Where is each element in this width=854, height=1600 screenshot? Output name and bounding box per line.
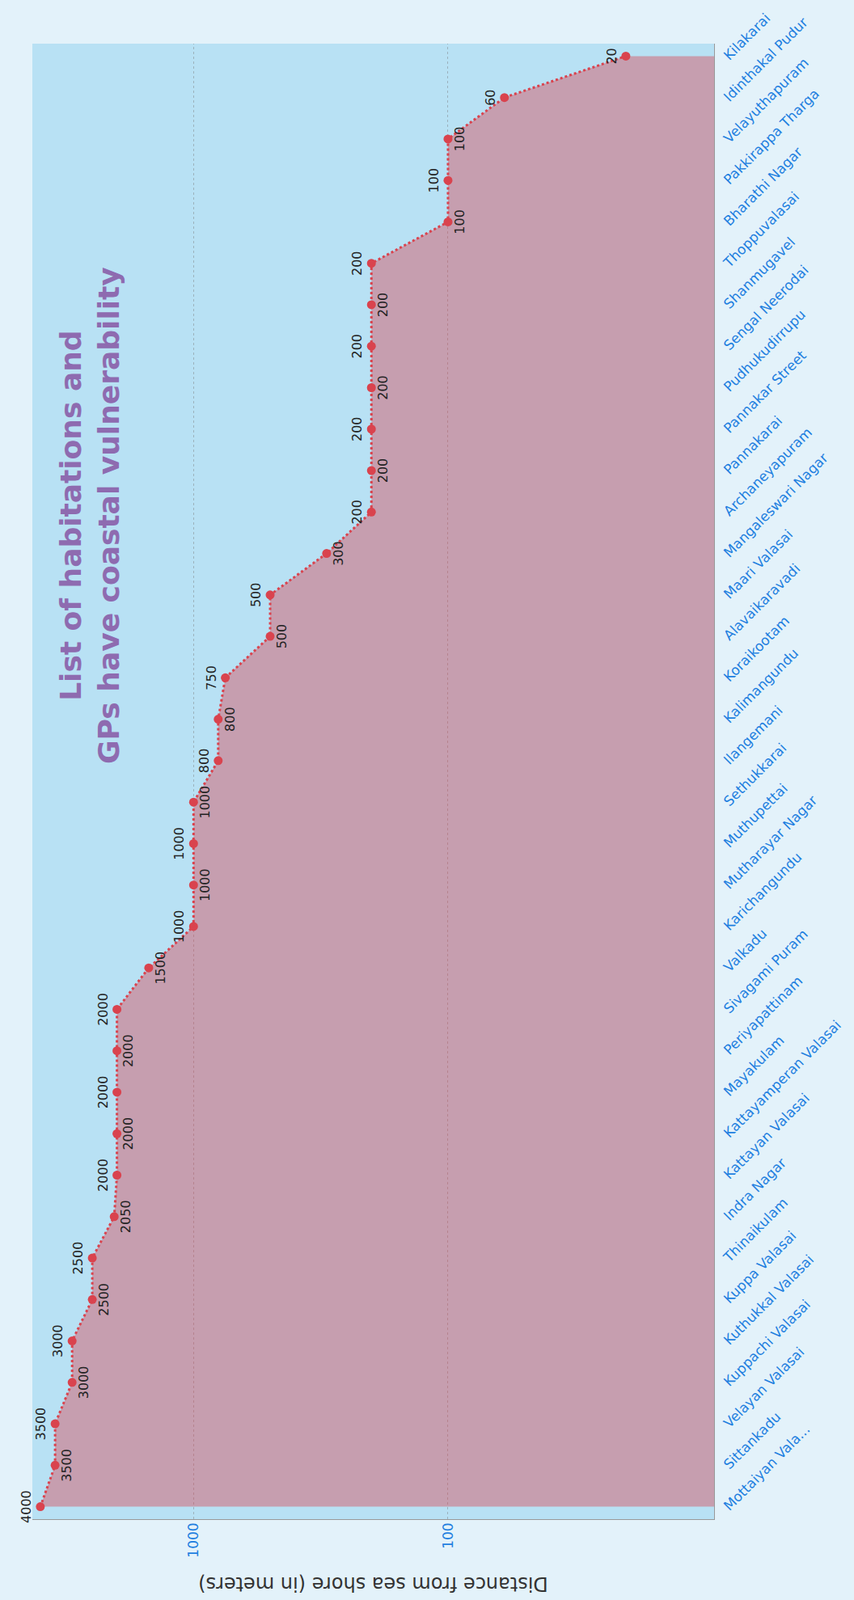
svg-text:Karichangundu: Karichangundu xyxy=(720,849,806,935)
svg-text:750: 750 xyxy=(203,665,220,691)
svg-text:200: 200 xyxy=(349,416,365,442)
svg-text:2500: 2500 xyxy=(96,1283,112,1317)
svg-text:Kattayamperan Valasai: Kattayamperan Valasai xyxy=(720,1017,845,1142)
svg-text:60: 60 xyxy=(482,88,499,106)
svg-text:Mottaiyan Vala...: Mottaiyan Vala... xyxy=(720,1421,814,1515)
svg-text:200: 200 xyxy=(349,333,365,360)
svg-text:3000: 3000 xyxy=(76,1365,92,1400)
svg-text:800: 800 xyxy=(222,706,238,732)
svg-text:Distance from sea shore (in me: Distance from sea shore (in meters) xyxy=(198,1572,549,1596)
svg-text:Mutharayar Nagar: Mutharayar Nagar xyxy=(720,792,821,893)
svg-text:300: 300 xyxy=(330,541,347,567)
svg-text:Valkadu: Valkadu xyxy=(720,925,771,977)
svg-text:200: 200 xyxy=(375,458,391,484)
svg-text:List of habitations andGPs hav: List of habitations andGPs have coastal … xyxy=(54,266,126,765)
svg-text:Sittankadu: Sittankadu xyxy=(720,1408,785,1473)
svg-text:200: 200 xyxy=(375,375,391,401)
svg-text:500: 500 xyxy=(248,583,264,609)
svg-text:Kuthukkal Valasai: Kuthukkal Valasai xyxy=(720,1251,818,1349)
svg-text:2000: 2000 xyxy=(120,1117,136,1151)
svg-text:Mayakulam: Mayakulam xyxy=(720,1032,788,1100)
svg-text:2000: 2000 xyxy=(95,1158,111,1193)
svg-text:3500: 3500 xyxy=(59,1449,75,1483)
svg-text:Bharathi Nagar: Bharathi Nagar xyxy=(720,143,806,229)
svg-text:1000: 1000 xyxy=(185,1522,202,1558)
svg-text:Pakkirappa Tharga: Pakkirappa Tharga xyxy=(720,85,823,188)
svg-text:Alavaikaravadi: Alavaikaravadi xyxy=(720,560,804,644)
svg-text:Kuppa Valasai: Kuppa Valasai xyxy=(720,1227,800,1307)
svg-text:Pudhukudirrupu: Pudhukudirrupu xyxy=(720,306,809,395)
svg-text:1000: 1000 xyxy=(171,827,187,861)
svg-text:Pannakar Street: Pannakar Street xyxy=(720,346,810,436)
svg-text:1000: 1000 xyxy=(197,786,213,820)
svg-text:Pannakarai: Pannakarai xyxy=(720,412,787,478)
svg-text:100: 100 xyxy=(439,1522,457,1549)
svg-text:3000: 3000 xyxy=(50,1324,66,1358)
svg-text:Kattayan Valasai: Kattayan Valasai xyxy=(720,1090,813,1183)
svg-text:2000: 2000 xyxy=(95,993,111,1027)
svg-text:2500: 2500 xyxy=(70,1242,86,1276)
svg-text:Ilangemani: Ilangemani xyxy=(720,702,787,769)
svg-text:Kuppachi Valasai: Kuppachi Valasai xyxy=(720,1296,814,1390)
svg-text:Archaneyapuram: Archaneyapuram xyxy=(720,424,816,520)
svg-text:2050: 2050 xyxy=(118,1200,134,1234)
svg-text:Sengal Neerodai: Sengal Neerodai xyxy=(720,262,812,354)
svg-text:100: 100 xyxy=(452,126,468,153)
svg-text:4000: 4000 xyxy=(18,1490,34,1524)
svg-text:800: 800 xyxy=(196,748,212,774)
svg-text:100: 100 xyxy=(426,168,442,194)
svg-text:500: 500 xyxy=(274,624,290,650)
svg-text:Thoppuvalasai: Thoppuvalasai xyxy=(719,188,803,271)
svg-text:Shanmugavel: Shanmugavel xyxy=(720,233,800,313)
svg-text:Idinthakal Pudur: Idinthakal Pudur xyxy=(720,13,812,105)
svg-text:200: 200 xyxy=(375,292,391,318)
svg-text:Sethukkarai: Sethukkarai xyxy=(720,739,791,810)
svg-text:Kilakarai: Kilakarai xyxy=(720,9,774,64)
svg-text:Sivagami Puram: Sivagami Puram xyxy=(720,925,812,1017)
svg-text:Mangaleswari Nagar: Mangaleswari Nagar xyxy=(720,449,832,561)
svg-text:200: 200 xyxy=(349,250,365,276)
svg-text:Periyapattinam: Periyapattinam xyxy=(720,972,807,1059)
svg-text:Muthupettai: Muthupettai xyxy=(720,780,791,851)
svg-text:1500: 1500 xyxy=(152,951,169,986)
svg-text:100: 100 xyxy=(452,209,468,235)
svg-text:Indra Nagar: Indra Nagar xyxy=(720,1154,790,1224)
svg-text:Thinaikulam: Thinaikulam xyxy=(719,1194,791,1266)
svg-text:3500: 3500 xyxy=(33,1407,49,1442)
svg-text:1000: 1000 xyxy=(171,910,187,944)
svg-text:20: 20 xyxy=(604,47,620,64)
svg-text:200: 200 xyxy=(349,499,365,525)
svg-text:Velayan Valasai: Velayan Valasai xyxy=(720,1344,808,1432)
svg-text:1000: 1000 xyxy=(197,868,213,902)
svg-text:2000: 2000 xyxy=(120,1034,136,1068)
svg-text:Velayuthapuram: Velayuthapuram xyxy=(720,54,812,147)
svg-text:Kalimangundu: Kalimangundu xyxy=(720,645,803,728)
svg-text:Maari Valasai: Maari Valasai xyxy=(720,526,797,603)
svg-text:2000: 2000 xyxy=(95,1076,111,1110)
svg-text:Koraikootam: Koraikootam xyxy=(720,613,793,685)
